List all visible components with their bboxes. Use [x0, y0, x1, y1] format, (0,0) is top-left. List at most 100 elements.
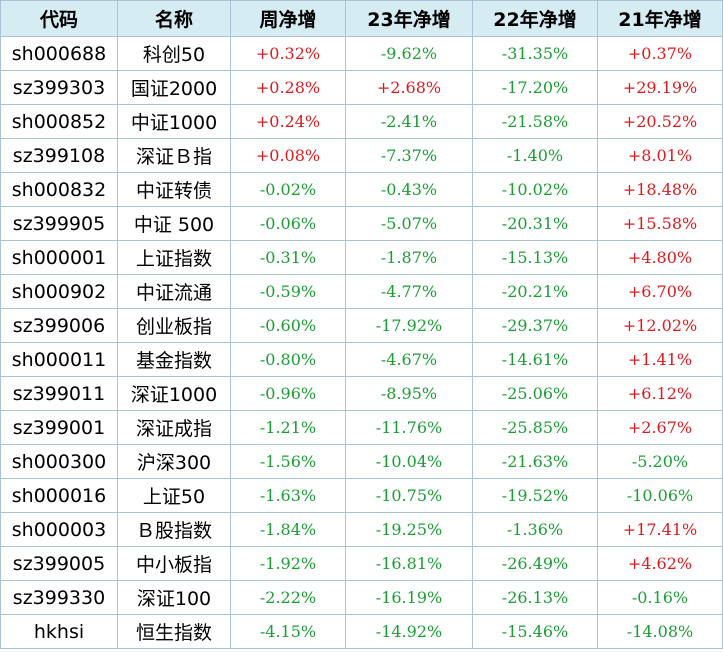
table-row: sh000300 沪深300 -1.56% -10.04% -21.63% -5.20%: [0, 444, 723, 479]
change-2022-cell: -29.37%: [472, 308, 598, 343]
change-2023-cell: -17.92%: [345, 308, 473, 343]
weekly-change-cell: -0.59%: [230, 274, 346, 309]
change-2022-cell: -15.46%: [472, 614, 598, 649]
table-row: sz399108 深证Ｂ指 +0.08% -7.37% -1.40% +8.01%: [0, 138, 723, 173]
index-code-cell: sz399001: [0, 410, 118, 445]
change-2022-cell: -25.06%: [472, 376, 598, 411]
change-2022-cell: -21.58%: [472, 104, 598, 139]
index-code-cell: sh000011: [0, 342, 118, 377]
change-2023-cell: -2.41%: [345, 104, 473, 139]
table-row: sz399005 中小板指 -1.92% -16.81% -26.49% +4.62%: [0, 546, 723, 581]
index-code-cell: sz399005: [0, 546, 118, 581]
index-name-cell: 深证100: [117, 580, 231, 615]
change-2022-cell: -10.02%: [472, 172, 598, 207]
change-2021-cell: +20.52%: [597, 104, 723, 139]
index-code-cell: sz399006: [0, 308, 118, 343]
weekly-change-cell: +0.24%: [230, 104, 346, 139]
index-name-cell: 恒生指数: [117, 614, 231, 649]
table-row: sz399001 深证成指 -1.21% -11.76% -25.85% +2.67%: [0, 410, 723, 445]
weekly-change-cell: -0.60%: [230, 308, 346, 343]
change-2021-cell: +15.58%: [597, 206, 723, 241]
index-name-cell: 沪深300: [117, 444, 231, 479]
index-code-cell: sz399011: [0, 376, 118, 411]
index-code-cell: sh000832: [0, 172, 118, 207]
header-row: 代码 名称 周净增 23年净增 22年净增 21年净增: [0, 0, 723, 37]
change-2023-cell: -19.25%: [345, 512, 473, 547]
change-2021-cell: +4.80%: [597, 240, 723, 275]
change-2023-cell: -4.77%: [345, 274, 473, 309]
change-2021-cell: +6.12%: [597, 376, 723, 411]
table-row: sz399006 创业板指 -0.60% -17.92% -29.37% +12.02%: [0, 308, 723, 343]
table-row: sh000016 上证50 -1.63% -10.75% -19.52% -10.06%: [0, 478, 723, 513]
header-code: 代码: [0, 0, 118, 37]
change-2023-cell: -16.19%: [345, 580, 473, 615]
change-2021-cell: +29.19%: [597, 70, 723, 105]
index-code-cell: sh000001: [0, 240, 118, 275]
index-name-cell: 中证流通: [117, 274, 231, 309]
index-name-cell: Ｂ股指数: [117, 512, 231, 547]
change-2021-cell: -14.08%: [597, 614, 723, 649]
index-name-cell: 基金指数: [117, 342, 231, 377]
index-code-cell: hkhsi: [0, 614, 118, 649]
change-2023-cell: -4.67%: [345, 342, 473, 377]
change-2023-cell: -9.62%: [345, 36, 473, 71]
change-2022-cell: -21.63%: [472, 444, 598, 479]
change-2023-cell: -10.75%: [345, 478, 473, 513]
change-2023-cell: -16.81%: [345, 546, 473, 581]
index-code-cell: sz399330: [0, 580, 118, 615]
change-2022-cell: -17.20%: [472, 70, 598, 105]
change-2022-cell: -19.52%: [472, 478, 598, 513]
weekly-change-cell: -1.21%: [230, 410, 346, 445]
change-2022-cell: -26.49%: [472, 546, 598, 581]
index-name-cell: 国证2000: [117, 70, 231, 105]
table-row: sh000832 中证转债 -0.02% -0.43% -10.02% +18.48%: [0, 172, 723, 207]
header-2023-change: 23年净增: [345, 0, 473, 37]
weekly-change-cell: +0.32%: [230, 36, 346, 71]
index-code-cell: sh000003: [0, 512, 118, 547]
change-2023-cell: -5.07%: [345, 206, 473, 241]
weekly-change-cell: -0.06%: [230, 206, 346, 241]
change-2021-cell: +1.41%: [597, 342, 723, 377]
change-2021-cell: +8.01%: [597, 138, 723, 173]
index-name-cell: 深证成指: [117, 410, 231, 445]
change-2021-cell: +18.48%: [597, 172, 723, 207]
weekly-change-cell: +0.28%: [230, 70, 346, 105]
weekly-change-cell: -0.80%: [230, 342, 346, 377]
index-name-cell: 中小板指: [117, 546, 231, 581]
change-2022-cell: -31.35%: [472, 36, 598, 71]
index-name-cell: 深证1000: [117, 376, 231, 411]
change-2021-cell: -5.20%: [597, 444, 723, 479]
change-2022-cell: -25.85%: [472, 410, 598, 445]
weekly-change-cell: -1.84%: [230, 512, 346, 547]
change-2023-cell: -0.43%: [345, 172, 473, 207]
weekly-change-cell: -1.56%: [230, 444, 346, 479]
change-2022-cell: -20.21%: [472, 274, 598, 309]
change-2022-cell: -14.61%: [472, 342, 598, 377]
index-code-cell: sz399108: [0, 138, 118, 173]
change-2021-cell: -0.16%: [597, 580, 723, 615]
header-2022-change: 22年净增: [472, 0, 598, 37]
index-code-cell: sh000688: [0, 36, 118, 71]
table-row: sh000011 基金指数 -0.80% -4.67% -14.61% +1.41%: [0, 342, 723, 377]
index-name-cell: 中证1000: [117, 104, 231, 139]
index-code-cell: sh000902: [0, 274, 118, 309]
table-row: sh000003 Ｂ股指数 -1.84% -19.25% -1.36% +17.41%: [0, 512, 723, 547]
weekly-change-cell: -2.22%: [230, 580, 346, 615]
change-2021-cell: +6.70%: [597, 274, 723, 309]
table-row: sz399303 国证2000 +0.28% +2.68% -17.20% +29.19%: [0, 70, 723, 105]
change-2023-cell: +2.68%: [345, 70, 473, 105]
change-2022-cell: -1.36%: [472, 512, 598, 547]
table-row: sh000852 中证1000 +0.24% -2.41% -21.58% +20.52%: [0, 104, 723, 139]
table-row: sh000902 中证流通 -0.59% -4.77% -20.21% +6.70%: [0, 274, 723, 309]
change-2021-cell: -10.06%: [597, 478, 723, 513]
index-code-cell: sh000852: [0, 104, 118, 139]
index-name-cell: 创业板指: [117, 308, 231, 343]
index-name-cell: 上证指数: [117, 240, 231, 275]
index-code-cell: sz399303: [0, 70, 118, 105]
index-code-cell: sh000016: [0, 478, 118, 513]
header-weekly-change: 周净增: [230, 0, 346, 37]
index-name-cell: 上证50: [117, 478, 231, 513]
weekly-change-cell: -1.63%: [230, 478, 346, 513]
change-2023-cell: -14.92%: [345, 614, 473, 649]
